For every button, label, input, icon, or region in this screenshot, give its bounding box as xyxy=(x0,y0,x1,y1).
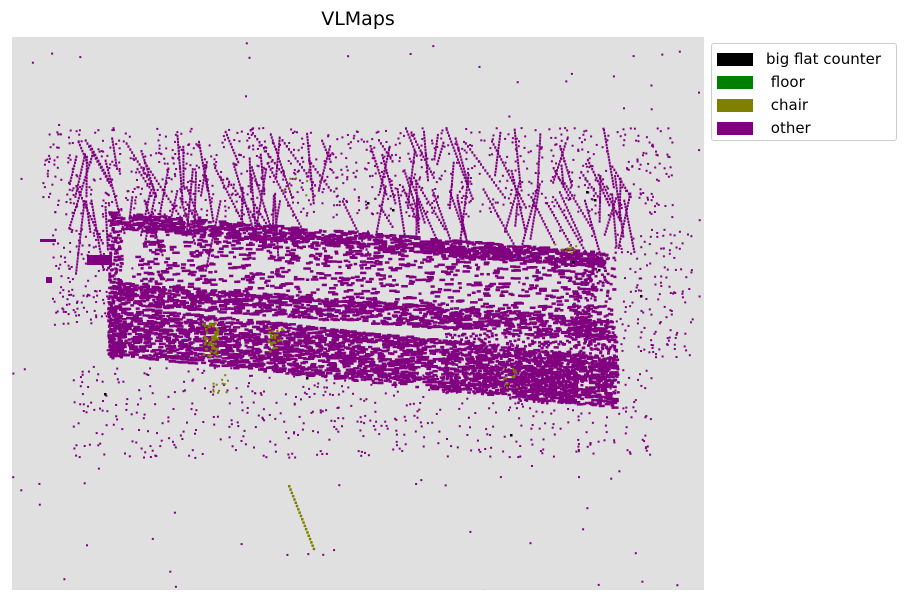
legend-swatch-olive xyxy=(717,98,753,112)
legend-label: big flat counter xyxy=(766,50,881,68)
legend-swatch-purple xyxy=(717,121,753,135)
legend-item-big-flat-counter: big flat counter xyxy=(717,49,881,69)
legend: big flat counter floor chair other xyxy=(711,43,897,141)
semantic-map-canvas xyxy=(12,37,704,590)
legend-label: other xyxy=(766,119,811,137)
map-cells xyxy=(12,42,701,590)
legend-item-chair: chair xyxy=(717,95,808,115)
legend-item-floor: floor xyxy=(717,72,805,92)
semantic-map xyxy=(12,37,704,590)
legend-label: floor xyxy=(766,73,805,91)
legend-item-other: other xyxy=(717,118,811,138)
map-title: VLMaps xyxy=(321,8,395,30)
legend-label: chair xyxy=(766,96,809,114)
legend-swatch-black xyxy=(717,52,753,66)
legend-swatch-green xyxy=(717,75,753,89)
